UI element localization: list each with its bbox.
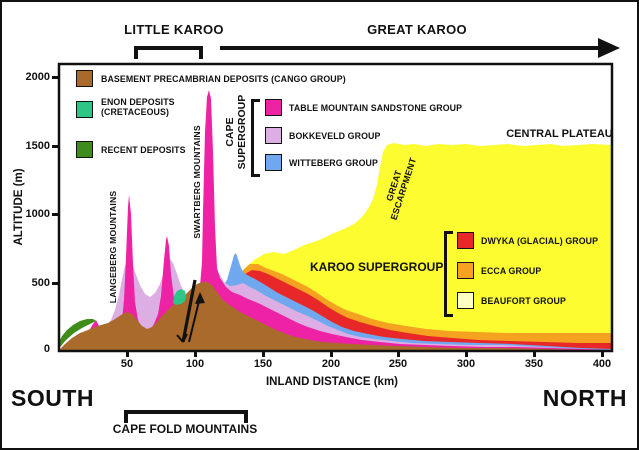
cape-supergroup-line2: SUPERGROUP	[236, 94, 248, 170]
y-tickmark	[52, 76, 59, 79]
central-plateau-label: CENTRAL PLATEAU	[506, 128, 613, 140]
cape-fold-mountains-label: CAPE FOLD MOUNTAINS	[112, 422, 258, 436]
legend-label-ecca: ECCA GROUP	[481, 266, 542, 276]
great-karoo-arrow-head	[598, 38, 620, 58]
karoo-supergroup-bracket	[444, 231, 453, 317]
x-tickmark	[262, 351, 265, 357]
x-tick-250: 250	[388, 358, 408, 370]
y-tick-2000: 2000	[25, 71, 50, 83]
layer-enon-deposits-green	[173, 289, 186, 305]
legend-swatch-beaufort	[457, 292, 474, 309]
legend-label-basement: BASEMENT PRECAMBRIAN DEPOSITS (CANGO GRO…	[101, 74, 346, 84]
swartberg-mountains-label: SWARTBERG MOUNTAINS	[192, 125, 203, 239]
plot-border	[57, 62, 614, 353]
y-axis-label: ALTITUDE (m)	[13, 168, 25, 246]
north-label: NORTH	[542, 385, 627, 411]
x-tick-400: 400	[592, 358, 612, 370]
legend-label-witteberg: WITTEBERG GROUP	[289, 158, 378, 168]
legend-label-dwyka: DWYKA (GLACIAL) GROUP	[481, 236, 599, 246]
x-tick-100: 100	[185, 358, 205, 370]
legend-label-table-mountain: TABLE MOUNTAIN SANDSTONE GROUP	[289, 103, 463, 113]
legend-swatch-recent	[76, 141, 93, 158]
legend-label-enon-line2: (CRETACEOUS)	[101, 107, 169, 118]
x-tick-350: 350	[524, 358, 544, 370]
x-tickmark	[126, 351, 129, 357]
y-tickmark	[52, 145, 59, 148]
x-tickmark	[465, 351, 468, 357]
legend-label-enon-line1: ENON DEPOSITS	[101, 97, 175, 107]
layer-recent-deposits-green	[59, 319, 96, 348]
legend-label-bokkeveld: BOKKEVELD GROUP	[289, 131, 381, 141]
legend-swatch-enon	[76, 101, 93, 118]
x-tickmark	[533, 351, 536, 357]
cape-supergroup-bracket	[251, 99, 260, 177]
fault-line	[176, 279, 201, 343]
legend-swatch-bokkeveld	[265, 127, 282, 144]
legend-swatch-dwyka	[457, 232, 474, 249]
x-tickmark	[330, 351, 333, 357]
karoo-supergroup-title: KAROO SUPERGROUP	[310, 260, 444, 274]
y-tickmark	[52, 213, 59, 216]
legend-swatch-ecca	[457, 262, 474, 279]
cape-supergroup-line1: CAPE	[223, 117, 236, 147]
layer-beaufort-yellow	[245, 143, 612, 351]
x-tick-150: 150	[253, 358, 273, 370]
y-tick-500: 500	[31, 277, 50, 289]
little-karoo-bracket	[134, 46, 203, 59]
legend-swatch-basement	[76, 70, 93, 87]
south-label: SOUTH	[11, 385, 94, 411]
x-tickmark	[601, 351, 604, 357]
great-karoo-title: GREAT KAROO	[367, 22, 467, 37]
y-tickmark	[52, 282, 59, 285]
little-karoo-title: LITTLE KAROO	[124, 22, 224, 37]
y-tick-1000: 1000	[25, 208, 50, 220]
cape-supergroup-title: CAPE SUPERGROUP	[224, 92, 248, 172]
cape-fold-bracket	[124, 410, 248, 423]
y-tick-1500: 1500	[25, 140, 50, 152]
langeberg-mountains-label: LANGEBERG MOUNTAINS	[108, 190, 119, 304]
great-karoo-arrow-shaft	[220, 46, 600, 50]
x-tickmark	[397, 351, 400, 357]
fault-arrowhead	[195, 292, 205, 304]
x-tickmark	[194, 351, 197, 357]
y-tick-0: 0	[43, 343, 50, 355]
legend-label-recent: RECENT DEPOSITS	[101, 145, 186, 155]
x-tick-300: 300	[456, 358, 476, 370]
x-tick-200: 200	[321, 358, 341, 370]
legend-label-enon: ENON DEPOSITS (CRETACEOUS)	[101, 97, 175, 118]
x-tick-50: 50	[120, 358, 134, 370]
legend-label-beaufort: BEAUFORT GROUP	[481, 296, 566, 306]
legend-swatch-table-mountain	[265, 99, 282, 116]
legend-swatch-witteberg	[265, 154, 282, 171]
x-axis-label: INLAND DISTANCE (km)	[265, 376, 399, 388]
